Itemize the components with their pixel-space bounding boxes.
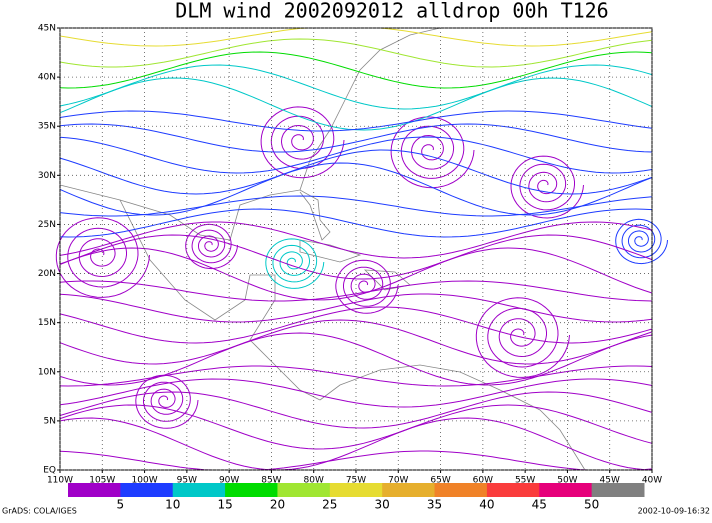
coastline <box>59 184 331 241</box>
colorbar-label: 15 <box>217 498 232 512</box>
colorbar-swatch <box>68 483 121 497</box>
streamline <box>59 234 653 280</box>
streamline <box>59 378 653 408</box>
lat-tick-label: 40N <box>38 73 56 83</box>
lat-tick-label: 10N <box>38 367 56 377</box>
lon-tick-label: 65W <box>430 476 450 486</box>
streamline <box>260 106 345 179</box>
colorbar-swatch <box>172 483 226 497</box>
lon-tick-label: 55W <box>515 476 535 486</box>
coastline <box>299 27 441 191</box>
lon-tick-label: 110W <box>47 476 73 486</box>
lon-tick-label: 45W <box>600 476 620 486</box>
streamline <box>59 293 653 323</box>
colorbar-label: 5 <box>117 498 125 512</box>
colorbar-label: 10 <box>165 498 180 512</box>
lat-tick-label: 45N <box>38 24 56 34</box>
lon-tick-label: 85W <box>261 476 281 486</box>
streamline <box>55 217 150 298</box>
streamline <box>59 208 653 238</box>
lon-tick-label: 50W <box>557 476 577 486</box>
lon-tick-label: 80W <box>304 476 324 486</box>
lat-tick-label: 35N <box>38 122 56 132</box>
streamline <box>390 116 475 189</box>
colorbar-label: 30 <box>375 498 390 512</box>
streamline <box>59 51 653 89</box>
streamline <box>335 259 399 314</box>
lon-tick-label: 70W <box>388 476 408 486</box>
lon-tick-label: 75W <box>346 476 366 486</box>
colorbar-label: 25 <box>322 498 337 512</box>
lat-tick-label: 5N <box>44 416 56 426</box>
colorbar-swatch <box>225 483 278 497</box>
colorbar-swatch <box>382 483 436 497</box>
colorbar-label: 40 <box>479 498 494 512</box>
lat-tick-label: EQ <box>43 466 56 476</box>
footer-right: 2002-10-09-16:32 <box>638 507 710 516</box>
streamline <box>59 391 653 429</box>
colorbar-label: 45 <box>532 498 547 512</box>
streamline <box>59 417 653 471</box>
lat-tick-label: 15N <box>38 318 56 328</box>
lat-tick-label: 25N <box>38 220 56 230</box>
streamline <box>59 110 653 132</box>
lon-tick-label: 60W <box>473 476 493 486</box>
lat-tick-label: 30N <box>38 171 56 181</box>
colorbar-swatch <box>539 483 593 497</box>
colorbar-label: 35 <box>427 498 442 512</box>
coastline <box>119 199 321 401</box>
plot-area <box>55 27 668 471</box>
colorbar-swatch <box>329 483 383 497</box>
streamline <box>59 280 653 302</box>
lon-tick-label: 95W <box>177 476 197 486</box>
lon-tick-label: 40W <box>642 476 662 486</box>
streamline <box>59 404 653 450</box>
streamline <box>59 247 653 301</box>
streamline <box>265 238 325 289</box>
streamline <box>59 64 653 110</box>
streamline <box>615 218 668 265</box>
streamline <box>59 162 653 216</box>
streamline <box>59 319 653 365</box>
streamline <box>185 223 238 270</box>
lon-tick-label: 90W <box>219 476 239 486</box>
lat-tick-label: 20N <box>38 269 56 279</box>
colorbar-swatch <box>120 483 174 497</box>
streamline <box>510 155 584 219</box>
streamline <box>59 136 653 174</box>
lon-tick-label: 105W <box>89 476 115 486</box>
streamline <box>475 297 570 378</box>
footer-left: GrADS: COLA/IGES <box>2 507 77 516</box>
colorbar-swatch <box>486 483 540 497</box>
colorbar-swatch <box>277 483 331 497</box>
lon-tick-label: 100W <box>132 476 158 486</box>
colorbar-swatch <box>434 483 488 497</box>
title: DLM wind 2002092012 alldrop 00h T126 <box>175 0 608 23</box>
colorbar-swatch <box>591 483 645 497</box>
colorbar-label: 50 <box>584 498 599 512</box>
colorbar-label: 20 <box>270 498 285 512</box>
streamline <box>59 123 653 153</box>
